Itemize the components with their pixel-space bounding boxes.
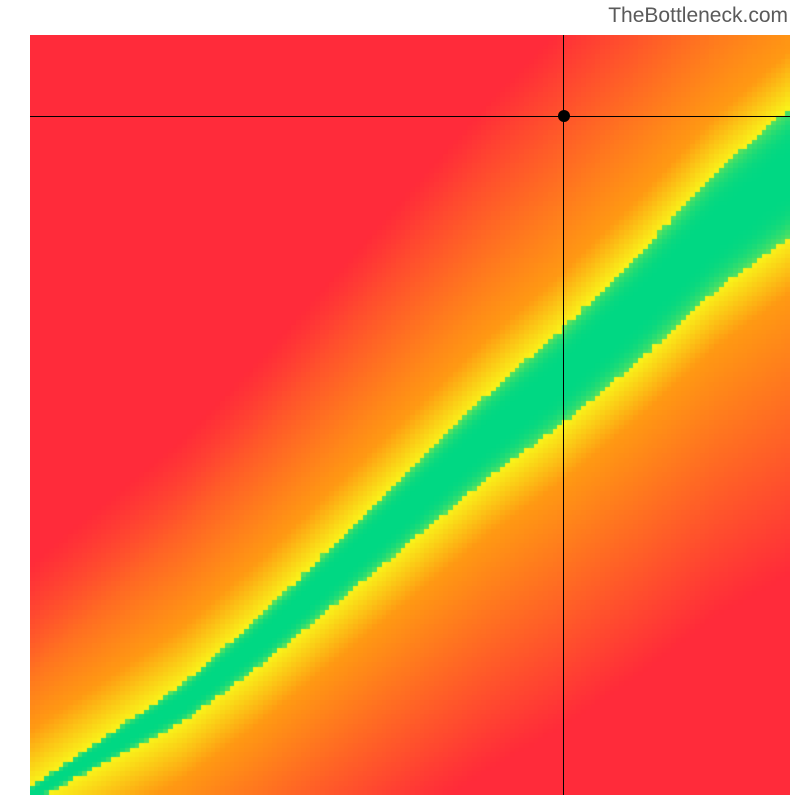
- crosshair-horizontal: [30, 116, 790, 118]
- bottleneck-heatmap-plot: [30, 35, 790, 795]
- selection-marker: [558, 110, 570, 122]
- heatmap-canvas-wrap: [30, 35, 790, 795]
- watermark-text: TheBottleneck.com: [608, 4, 788, 28]
- crosshair-vertical: [563, 35, 565, 795]
- heatmap-canvas: [30, 35, 790, 795]
